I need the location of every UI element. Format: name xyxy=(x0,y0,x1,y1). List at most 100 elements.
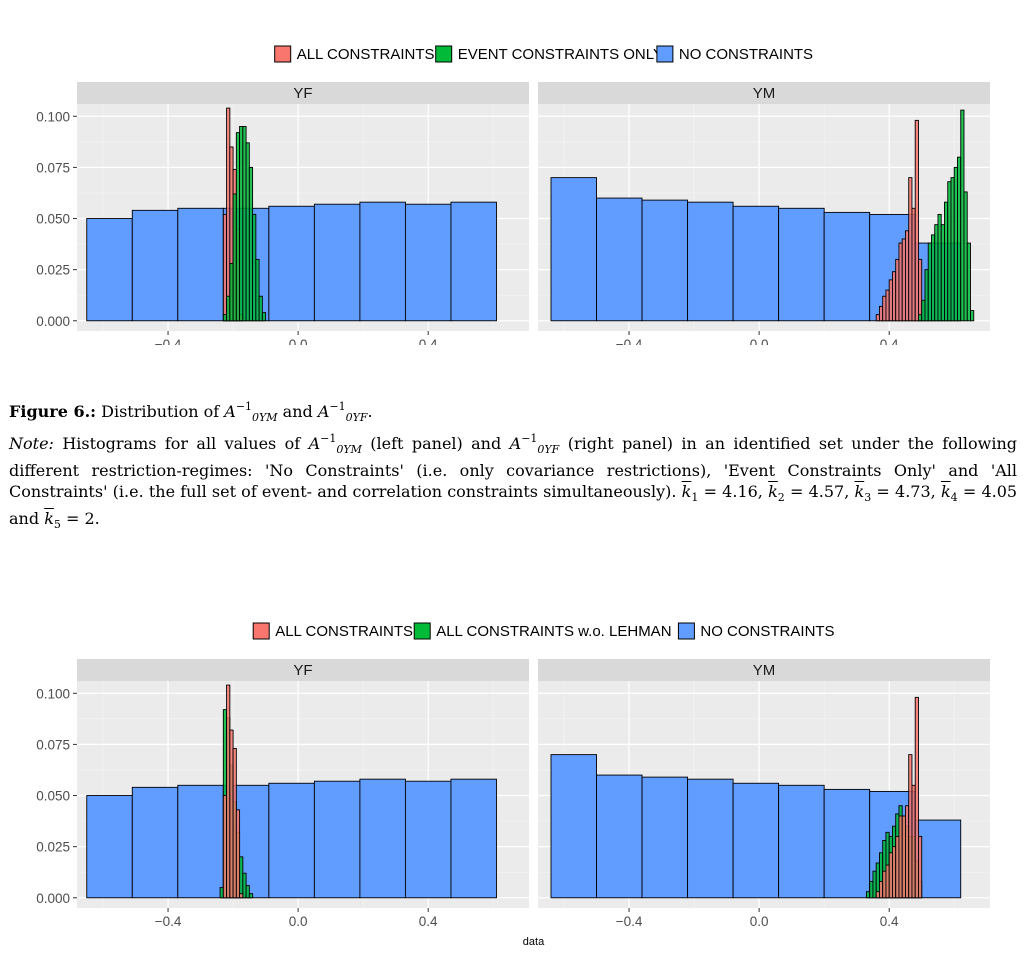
histogram-bar xyxy=(252,213,257,322)
series-all-constraints xyxy=(875,696,923,899)
legend-swatch xyxy=(435,45,453,63)
histogram-bar xyxy=(918,314,923,322)
y-tick-label: 0.100 xyxy=(36,109,70,124)
histogram-bar xyxy=(895,835,900,899)
histogram-bar xyxy=(869,880,874,899)
y-tick-label: 0.000 xyxy=(36,314,70,329)
caption-k-symbol: k xyxy=(768,482,778,501)
x-tick-label: −0.4 xyxy=(155,914,182,929)
y-tick-label: 0.075 xyxy=(36,160,70,175)
histogram-bar xyxy=(359,201,406,322)
figure-top-chart: ALL CONSTRAINTS EVENT CONSTRAINTS ONLY NO … xyxy=(36,45,990,345)
histogram-bar xyxy=(248,893,254,899)
caption-k-value: = 4.16, xyxy=(703,482,763,501)
figure-caption: Figure 6.: Distribution of A−10YM and A−… xyxy=(9,396,1017,535)
histogram-bar xyxy=(921,299,926,322)
histogram-bar xyxy=(550,754,597,899)
legend-swatch xyxy=(656,45,674,63)
histogram-bar xyxy=(934,224,939,322)
histogram-bar xyxy=(937,213,942,322)
histogram-bar xyxy=(232,193,237,322)
histogram-bar xyxy=(953,166,958,322)
histogram-bar xyxy=(878,306,884,322)
caption-sub-ym: 0YM xyxy=(252,411,278,424)
histogram-bar xyxy=(222,314,228,322)
caption-note-label: Note: xyxy=(9,434,54,453)
caption-and: and xyxy=(282,402,313,421)
histogram-bar xyxy=(313,780,361,899)
series-no-constraints xyxy=(86,201,497,322)
histogram-bar xyxy=(957,156,962,322)
x-tick-label: −0.4 xyxy=(155,337,182,345)
legend: ALL CONSTRAINTS ALL CONSTRAINTS w.o. LEHM… xyxy=(252,622,835,640)
histogram-bar xyxy=(944,201,949,322)
histogram-bar xyxy=(86,218,133,322)
facet-strip xyxy=(538,659,990,681)
caption-k-index: 4 xyxy=(950,491,958,504)
histogram-bar xyxy=(268,205,315,322)
histogram-bar xyxy=(872,870,877,899)
histogram-bar xyxy=(882,295,887,322)
histogram-bar xyxy=(687,201,734,322)
caption-sub-yf: 0YF xyxy=(537,443,560,456)
histogram-bar xyxy=(878,880,884,899)
caption-k-symbol: k xyxy=(940,482,951,501)
histogram-bar xyxy=(219,887,224,899)
legend-label: NO CONSTRAINTS xyxy=(679,46,813,63)
x-tick-label: 0.0 xyxy=(289,914,308,929)
histogram-bar xyxy=(875,314,880,322)
x-tick-label: −0.4 xyxy=(616,914,643,929)
histogram-bar xyxy=(918,835,923,899)
histogram-bar xyxy=(914,119,919,322)
legend-label: NO CONSTRAINTS xyxy=(700,623,834,640)
facet-strip-label: YF xyxy=(293,662,312,679)
histogram-bar xyxy=(940,224,945,322)
histogram-bar xyxy=(778,784,825,899)
histogram-bar xyxy=(732,205,780,322)
histogram-bar xyxy=(222,795,228,899)
caption-sub-yf: 0YF xyxy=(345,411,368,424)
caption-symbol-a: A xyxy=(224,402,236,421)
series-all-constraints xyxy=(222,684,244,899)
facet-strip-label: YF xyxy=(293,85,312,102)
histogram-bar xyxy=(86,795,133,899)
legend: ALL CONSTRAINTS EVENT CONSTRAINTS ONLY NO … xyxy=(274,45,813,63)
histogram-bar xyxy=(232,748,237,899)
histogram-bar xyxy=(927,242,932,322)
histogram-bar xyxy=(898,242,903,322)
caption-k-index: 5 xyxy=(53,518,61,531)
histogram-bar xyxy=(226,295,231,322)
caption-symbol-a: A xyxy=(308,434,321,453)
histogram-bar xyxy=(885,289,890,322)
histogram-bar xyxy=(687,778,734,899)
histogram-bar xyxy=(888,279,893,322)
y-tick-label: 0.025 xyxy=(36,840,70,855)
histogram-bar xyxy=(450,778,497,899)
histogram-bar xyxy=(885,864,890,899)
histogram-bar xyxy=(177,784,224,899)
histogram-bar xyxy=(359,778,406,899)
series-all-constraints xyxy=(875,119,923,322)
x-axis-label: data xyxy=(523,936,545,948)
histogram-bar xyxy=(891,846,897,899)
facet-panel-ym: YM −0.4 0.0 0.4 xyxy=(538,82,990,345)
caption-sub-ym: 0YM xyxy=(336,443,362,456)
facet-panel-ym: YM −0.4 0.0 0.4 xyxy=(538,659,990,929)
histogram-bar xyxy=(931,234,936,322)
histogram-bar xyxy=(313,203,361,322)
histogram-bar xyxy=(177,207,224,322)
caption-k-symbol: k xyxy=(681,482,692,501)
caption-figure-label: Figure 6.: xyxy=(9,402,97,421)
legend-swatch xyxy=(274,45,292,63)
histogram-bar xyxy=(966,242,971,322)
facet-strip-label: YM xyxy=(753,662,776,679)
histogram-bar xyxy=(242,872,247,899)
histogram-bar xyxy=(248,166,254,322)
caption-k-index: 1 xyxy=(691,491,699,504)
histogram-bar xyxy=(970,310,975,322)
histogram-bar xyxy=(222,213,228,322)
histogram-bar xyxy=(235,809,241,899)
series-no-constraints xyxy=(86,778,497,899)
legend-label: ALL CONSTRAINTS xyxy=(275,623,413,640)
caption-symbol-a: A xyxy=(509,434,522,453)
